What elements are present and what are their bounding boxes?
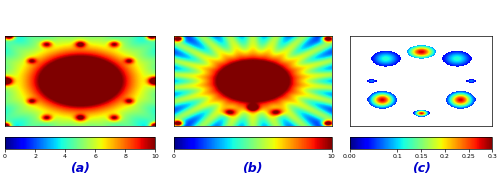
Text: (b): (b) xyxy=(242,162,263,175)
Text: (c): (c) xyxy=(412,162,430,175)
Text: (a): (a) xyxy=(70,162,90,175)
